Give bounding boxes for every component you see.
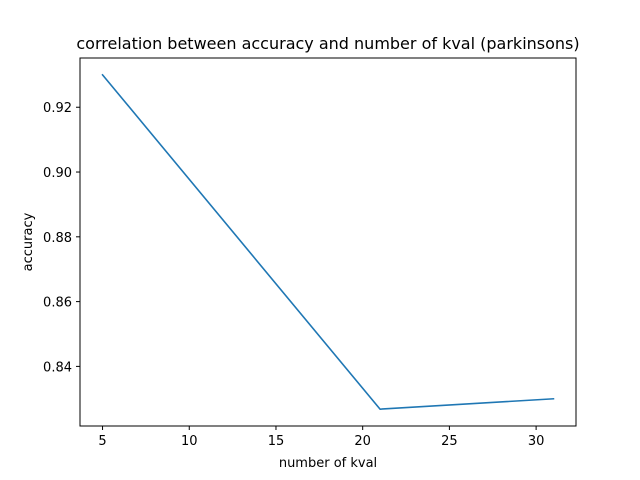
y-axis-ticks: 0.84 0.86 0.88 0.90 0.92 <box>43 101 80 375</box>
x-tick-label: 5 <box>98 434 106 449</box>
plot-frame <box>79 57 577 427</box>
x-axis-label: number of kval <box>279 456 377 471</box>
y-tick-label: 0.92 <box>43 101 72 116</box>
y-axis-label: accuracy <box>21 212 36 271</box>
plot-area <box>79 57 577 427</box>
x-tick-label: 20 <box>354 434 371 449</box>
y-tick-label: 0.84 <box>43 360 72 375</box>
x-tick-label: 15 <box>268 434 285 449</box>
y-tick-label: 0.86 <box>43 296 72 311</box>
chart-title: correlation between accuracy and number … <box>76 34 579 53</box>
y-tick-label: 0.88 <box>43 231 72 246</box>
x-tick-label: 10 <box>181 434 198 449</box>
series-line-accuracy <box>101 73 555 410</box>
series-layer <box>101 73 555 410</box>
y-tick-label: 0.90 <box>43 166 72 181</box>
x-tick-label: 30 <box>528 434 545 449</box>
x-tick-label: 25 <box>441 434 458 449</box>
x-axis-ticks: 5 10 15 20 25 30 <box>98 426 544 449</box>
